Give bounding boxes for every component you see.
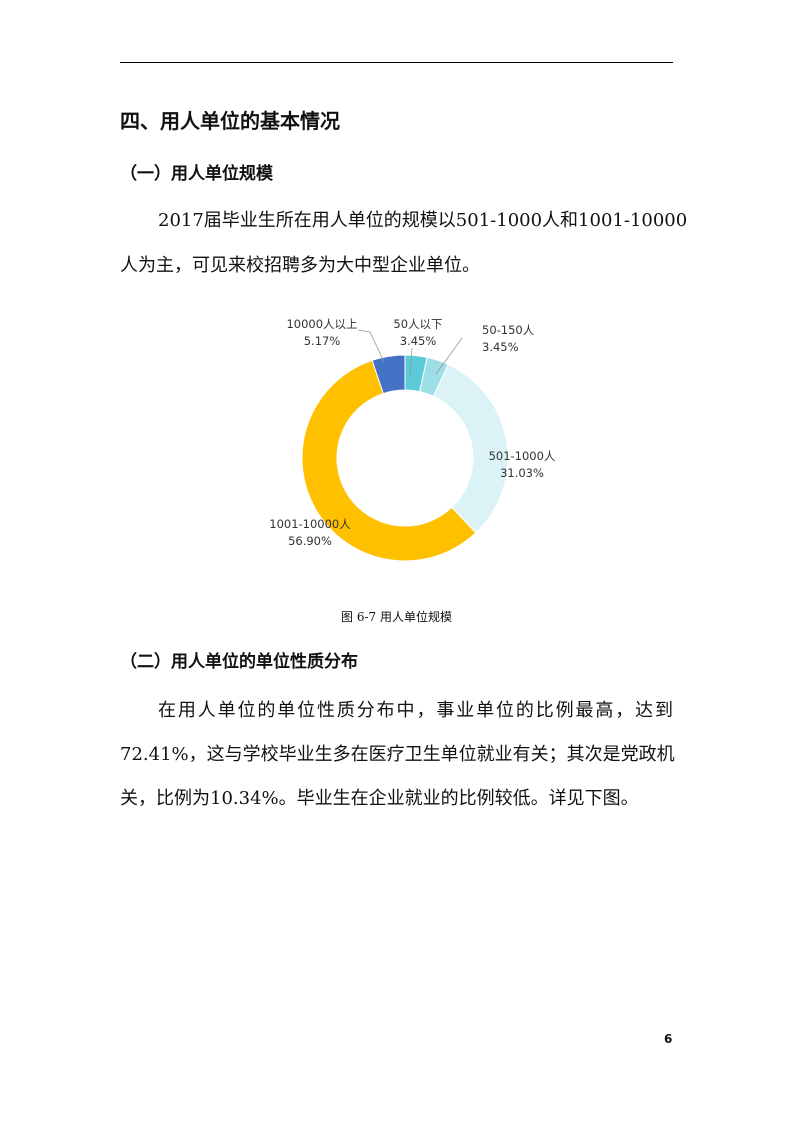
donut-slice	[371, 354, 406, 395]
data-label-category: 501-1000人	[489, 449, 556, 463]
paragraph-line: 关，比例为10.34%。毕业生在企业就业的比例较低。详见下图。	[120, 788, 639, 809]
header-rule	[120, 62, 673, 63]
leader-line	[357, 329, 385, 363]
donut-chart: 50人以下 3.45% 50-150人 3.45% 501-1000人 31.03% 100…	[269, 317, 556, 562]
paragraph-line: 人为主，可见来校招聘多为大中型企业单位。	[120, 255, 480, 276]
data-label-value: 56.90%	[288, 534, 332, 548]
data-label-value: 31.03%	[500, 466, 544, 480]
data-label-category: 50-150人	[482, 323, 535, 337]
data-label-value: 3.45%	[482, 340, 519, 354]
section-heading-2: （二）用人单位的单位性质分布	[120, 652, 358, 672]
chapter-heading: 四、用人单位的基本情况	[120, 109, 340, 133]
data-label-category: 1001-10000人	[269, 517, 351, 531]
leader-line	[409, 347, 413, 379]
paragraph-line: 在用人单位的单位性质分布中，事业单位的比例最高，达到	[158, 700, 673, 721]
donut-slice	[301, 359, 477, 562]
data-label-category: 50人以下	[393, 317, 442, 331]
figure-caption: 图 6-7 用人单位规模	[341, 610, 452, 624]
leader-line	[435, 337, 463, 375]
data-label-category: 10000人以上	[286, 317, 357, 331]
page-number: 6	[664, 1032, 673, 1046]
paragraph-line: 2017届毕业生所在用人单位的规模以501-1000人和1001-10000	[158, 210, 688, 231]
data-label-value: 3.45%	[400, 334, 437, 348]
data-label-value: 5.17%	[304, 334, 341, 348]
section-heading-1: （一）用人单位规模	[120, 164, 273, 184]
paragraph-line: 72.41%，这与学校毕业生多在医疗卫生单位就业有关；其次是党政机	[120, 744, 675, 765]
